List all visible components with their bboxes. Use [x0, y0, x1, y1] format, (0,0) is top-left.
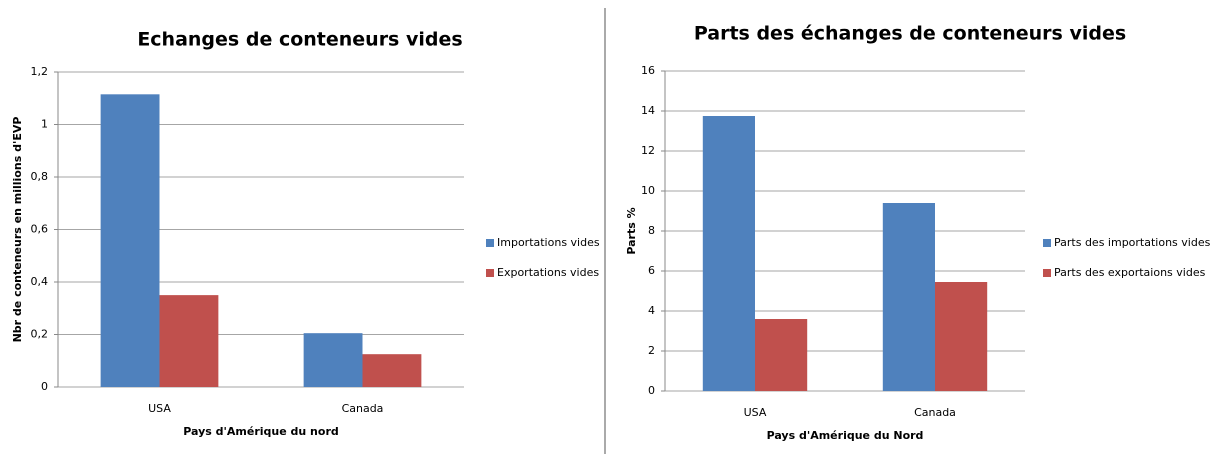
x-axis-label: Pays d'Amérique du Nord	[767, 429, 924, 442]
y-tick-label: 1,2	[31, 65, 49, 78]
bar	[702, 116, 755, 391]
bar	[755, 319, 808, 391]
legend-label: Exportations vides	[497, 266, 599, 279]
y-tick-label: 16	[641, 64, 655, 77]
bar	[159, 295, 219, 387]
legend-label: Parts des importations vides	[1054, 236, 1211, 249]
legend-swatch	[486, 269, 494, 277]
y-tick-label: 0,8	[31, 170, 49, 183]
y-tick-label: 2	[648, 344, 655, 357]
x-axis-label: Pays d'Amérique du nord	[183, 425, 339, 438]
x-tick-label: USA	[744, 406, 767, 419]
y-axis-label: Parts %	[625, 207, 638, 254]
y-tick-label: 0,6	[31, 223, 49, 236]
y-tick-label: 0	[648, 384, 655, 397]
bar	[303, 333, 363, 387]
y-tick-label: 1	[41, 118, 48, 131]
y-tick-label: 4	[648, 304, 655, 317]
y-tick-label: 10	[641, 184, 655, 197]
y-tick-label: 0	[41, 380, 48, 393]
bar	[935, 282, 988, 391]
chart-title: Echanges de conteneurs vides	[137, 29, 462, 51]
legend-label: Importations vides	[497, 236, 600, 249]
y-tick-label: 0,2	[31, 328, 49, 341]
y-axis-label: Nbr de conteneurs en millions d'EVP	[11, 117, 24, 343]
legend-swatch	[1043, 269, 1051, 277]
legend-swatch	[1043, 239, 1051, 247]
y-tick-label: 6	[648, 264, 655, 277]
bar	[362, 354, 422, 387]
bar	[882, 203, 935, 391]
chart-title: Parts des échanges de conteneurs vides	[694, 23, 1126, 45]
y-tick-label: 8	[648, 224, 655, 237]
x-tick-label: USA	[148, 402, 171, 415]
legend-label: Parts des exportaions vides	[1054, 266, 1206, 279]
legend-swatch	[486, 239, 494, 247]
y-tick-label: 14	[641, 104, 655, 117]
y-tick-label: 12	[641, 144, 655, 157]
x-tick-label: Canada	[914, 406, 956, 419]
x-tick-label: Canada	[342, 402, 384, 415]
bar	[100, 94, 160, 387]
y-tick-label: 0,4	[31, 275, 49, 288]
